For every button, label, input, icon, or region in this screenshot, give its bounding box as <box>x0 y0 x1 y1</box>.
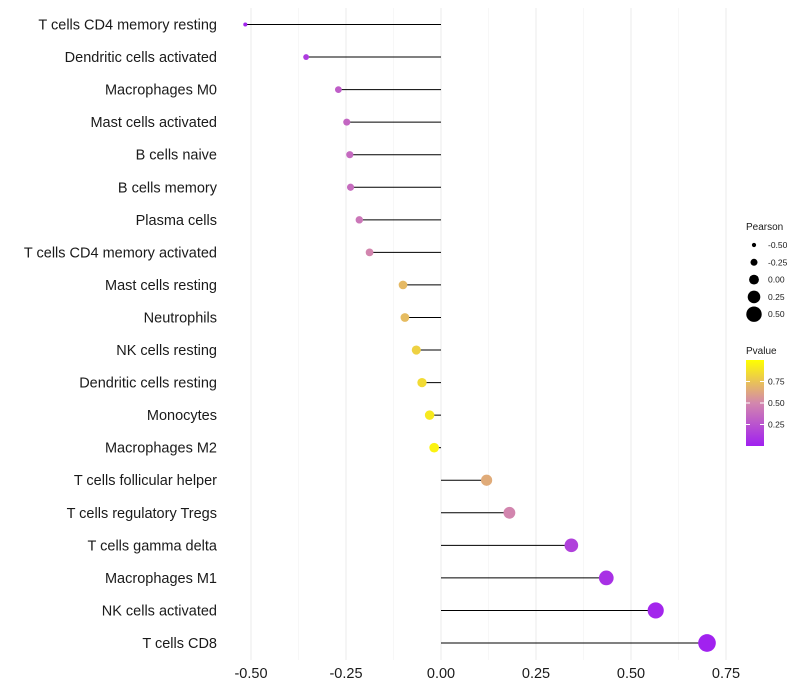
stem-layer <box>245 24 707 644</box>
category-label-1: Dendritic cells activated <box>65 50 217 66</box>
pvalue-tick-label-1: 0.50 <box>768 398 785 408</box>
pearson-legend-dot-0 <box>751 242 757 248</box>
point-1 <box>303 54 310 60</box>
point-3 <box>343 118 351 126</box>
pearson-legend-dot-3 <box>747 290 761 304</box>
point-layer <box>243 22 716 652</box>
category-label-13: Macrophages M2 <box>105 441 217 457</box>
category-label-18: NK cells activated <box>102 603 217 619</box>
point-10 <box>411 345 421 355</box>
pearson-legend-dot-2 <box>749 274 759 285</box>
point-16 <box>564 538 579 553</box>
point-2 <box>335 86 342 94</box>
category-label-5: B cells memory <box>118 180 218 196</box>
pearson-legend-label-0: -0.50 <box>768 240 788 250</box>
pearson-legend-label-4: 0.50 <box>768 309 785 319</box>
category-label-19: T cells CD8 <box>142 636 217 652</box>
pearson-legend-label-3: 0.25 <box>768 292 785 302</box>
category-label-15: T cells regulatory Tregs <box>67 506 217 522</box>
point-18 <box>647 602 664 619</box>
point-12 <box>424 410 435 420</box>
pearson-size-legend: Pearson -0.50 -0.25 0.00 0.25 0.50 <box>746 222 788 322</box>
category-label-11: Dendritic cells resting <box>79 376 217 392</box>
category-label-6: Plasma cells <box>136 213 217 229</box>
category-label-17: Macrophages M1 <box>105 571 217 587</box>
pvalue-tick-label-0: 0.25 <box>768 420 785 430</box>
category-label-8: Mast cells resting <box>105 278 217 294</box>
point-17 <box>598 570 614 586</box>
point-15 <box>503 506 516 519</box>
pearson-legend-dot-1 <box>750 258 758 266</box>
category-label-3: Mast cells activated <box>90 115 217 131</box>
x-tick-label-5: 0.75 <box>712 666 740 682</box>
category-label-9: Neutrophils <box>144 310 217 326</box>
x-tick-label-1: -0.25 <box>329 666 362 682</box>
category-label-16: T cells gamma delta <box>88 538 218 554</box>
point-13 <box>429 442 439 453</box>
point-14 <box>481 474 493 486</box>
category-label-10: NK cells resting <box>116 343 217 359</box>
point-9 <box>400 313 410 322</box>
pearson-legend-dot-4 <box>746 306 762 322</box>
pearson-legend-label-1: -0.25 <box>768 257 788 267</box>
x-tick-label-0: -0.50 <box>234 666 267 682</box>
point-19 <box>698 634 716 652</box>
x-axis-ticks: -0.50 -0.25 0.00 0.25 0.50 0.75 <box>234 666 740 682</box>
pearson-legend-label-2: 0.00 <box>768 275 785 285</box>
y-axis-labels: T cells CD4 memory resting Dendritic cell… <box>24 18 218 653</box>
category-label-2: Macrophages M0 <box>105 83 217 99</box>
point-4 <box>346 151 354 159</box>
x-tick-label-3: 0.25 <box>522 666 550 682</box>
point-0 <box>243 22 248 27</box>
pvalue-color-legend: Pvalue 0.25 0.50 0.75 <box>746 346 785 446</box>
category-label-7: T cells CD4 memory activated <box>24 245 217 261</box>
grid-layer <box>250 8 727 660</box>
point-6 <box>355 216 364 224</box>
point-8 <box>398 280 408 290</box>
pvalue-colorbar <box>746 360 764 446</box>
point-7 <box>365 248 374 257</box>
pvalue-legend-title: Pvalue <box>746 346 777 357</box>
category-label-4: B cells naive <box>136 148 217 164</box>
x-tick-label-2: 0.00 <box>427 666 455 682</box>
category-label-0: T cells CD4 memory resting <box>38 18 217 34</box>
point-11 <box>417 377 427 388</box>
category-label-14: T cells follicular helper <box>74 473 217 489</box>
pearson-legend-title: Pearson <box>746 222 783 233</box>
point-5 <box>346 183 355 191</box>
pvalue-tick-label-2: 0.75 <box>768 377 785 387</box>
x-tick-label-4: 0.50 <box>617 666 645 682</box>
category-label-12: Monocytes <box>147 408 217 424</box>
